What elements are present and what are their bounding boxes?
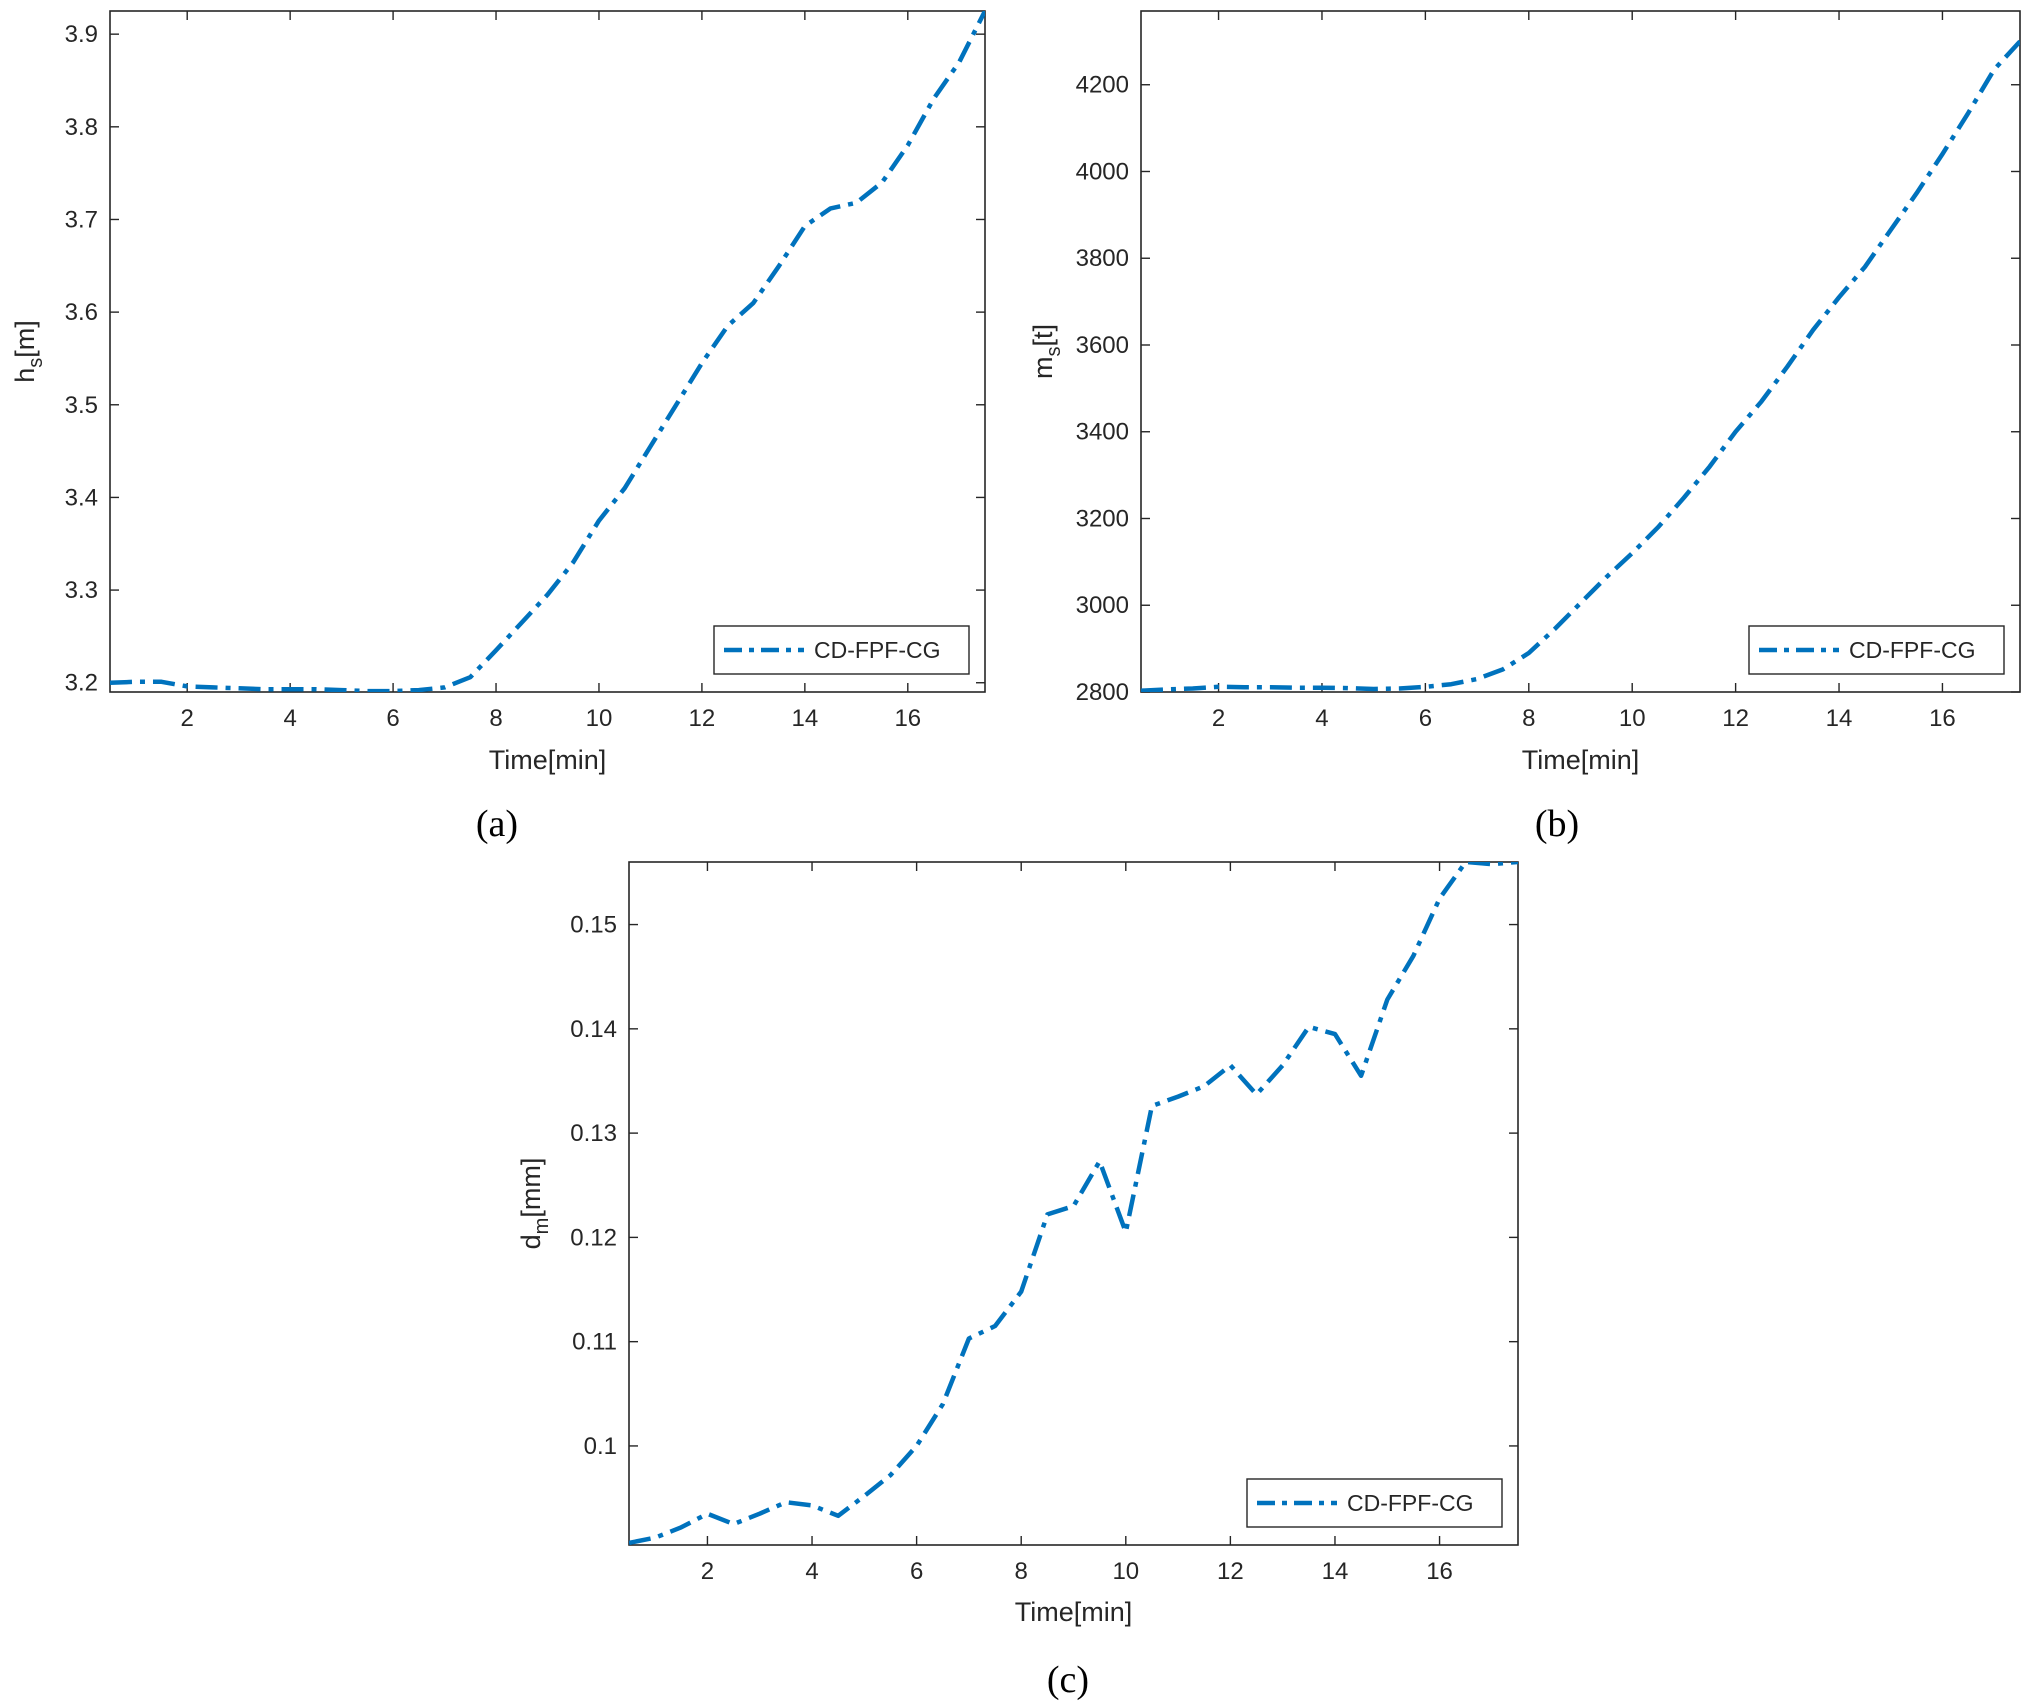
y-tick-label: 0.15 — [570, 912, 617, 939]
y-axis-label-base: d — [516, 1234, 546, 1249]
y-axis-label-subscript: s — [25, 358, 47, 368]
panel-b-caption: (b) — [1535, 803, 1579, 845]
y-tick-label: 0.12 — [570, 1224, 617, 1251]
x-tick-label: 16 — [894, 705, 921, 732]
y-tick-label: 4000 — [1076, 158, 1129, 185]
y-axis-label-unit: [m] — [10, 320, 40, 358]
x-tick-label: 10 — [586, 705, 613, 732]
y-axis-label-base: m — [1028, 357, 1058, 380]
plot-area-a — [109, 10, 986, 693]
chart-panel-a: 2 4 6 8 10 12 14 16 3.2 3.3 3.4 3.5 3.6 3.7 3.8 3.9 Time… — [10, 10, 986, 775]
x-axis-label: Time[min] — [1015, 1597, 1133, 1627]
y-axis-label-unit: [mm] — [516, 1158, 546, 1218]
legend-box — [1246, 1478, 1503, 1528]
y-tick-label: 3.7 — [65, 206, 98, 233]
panel-a-caption: (a) — [476, 803, 518, 845]
x-tick-label: 10 — [1619, 705, 1646, 732]
y-axis-label-unit: [t] — [1028, 324, 1058, 347]
x-tick-label: 12 — [689, 705, 716, 732]
y-tick-label: 3.2 — [65, 670, 98, 697]
y-axis-label-base: h — [10, 368, 40, 383]
y-tick-label: 3.5 — [65, 392, 98, 419]
legend-label: CD-FPF-CG — [814, 637, 940, 663]
x-tick-label: 6 — [910, 1558, 923, 1585]
chart-panel-c: 2 4 6 8 10 12 14 16 0.1 0.11 0.12 0.13 0.14 0.15 Time[… — [516, 861, 1519, 1627]
x-axis-label: Time[min] — [1522, 745, 1640, 775]
y-axis-label-subscript: s — [1043, 347, 1065, 357]
legend: CD-FPF-CG — [1246, 1478, 1503, 1528]
y-axis-label: dm[mm] — [516, 1158, 553, 1250]
legend-label: CD-FPF-CG — [1849, 637, 1975, 663]
x-tick-label: 10 — [1112, 1558, 1139, 1585]
x-tick-label: 14 — [792, 705, 819, 732]
y-tick-label: 3600 — [1076, 332, 1129, 359]
x-tick-label: 12 — [1722, 705, 1749, 732]
y-tick-label: 3.9 — [65, 21, 98, 48]
y-tick-label: 2800 — [1076, 679, 1129, 706]
y-tick-label: 3.4 — [65, 484, 98, 511]
x-tick-label: 16 — [1426, 1558, 1453, 1585]
x-tick-label: 4 — [1315, 705, 1328, 732]
x-tick-label: 8 — [1522, 705, 1535, 732]
series-line-cd-fpf-cg — [1141, 39, 2020, 692]
x-tick-label: 14 — [1322, 1558, 1349, 1585]
x-axis-label: Time[min] — [489, 745, 607, 775]
x-tick-label: 4 — [283, 705, 296, 732]
x-tick-label: 2 — [181, 705, 194, 732]
x-tick-label: 12 — [1217, 1558, 1244, 1585]
y-tick-label: 3.8 — [65, 114, 98, 141]
legend-box — [713, 625, 970, 675]
x-tick-label: 16 — [1929, 705, 1956, 732]
y-tick-label: 3.3 — [65, 577, 98, 604]
y-tick-label: 3000 — [1076, 592, 1129, 619]
x-tick-label: 6 — [1419, 705, 1432, 732]
y-axis-label: ms[t] — [1028, 324, 1065, 379]
legend-label: CD-FPF-CG — [1347, 1490, 1473, 1516]
x-tick-label: 4 — [805, 1558, 818, 1585]
y-tick-label: 0.1 — [584, 1433, 617, 1460]
y-tick-label: 0.11 — [572, 1329, 617, 1356]
y-tick-label: 3800 — [1076, 245, 1129, 272]
legend-box — [1748, 625, 2005, 675]
y-tick-label: 0.14 — [570, 1016, 617, 1043]
y-axis-label: hs[m] — [10, 320, 47, 383]
legend: CD-FPF-CG — [713, 625, 970, 675]
panel-c-caption: (c) — [1047, 1659, 1089, 1701]
x-tick-label: 8 — [489, 705, 502, 732]
x-tick-label: 2 — [1212, 705, 1225, 732]
y-tick-label: 3400 — [1076, 419, 1129, 446]
legend: CD-FPF-CG — [1748, 625, 2005, 675]
series-line-cd-fpf-cg — [629, 862, 1518, 1545]
x-tick-label: 14 — [1826, 705, 1853, 732]
plot-area-b — [1140, 10, 2021, 693]
y-tick-label: 3200 — [1076, 505, 1129, 532]
series-line-cd-fpf-cg — [110, 11, 985, 692]
y-tick-label: 0.13 — [570, 1120, 617, 1147]
x-tick-label: 2 — [701, 1558, 714, 1585]
y-axis-label-subscript: m — [531, 1218, 553, 1235]
x-tick-label: 6 — [386, 705, 399, 732]
x-tick-label: 8 — [1015, 1558, 1028, 1585]
y-tick-label: 4200 — [1076, 72, 1129, 99]
y-tick-label: 3.6 — [65, 299, 98, 326]
chart-panel-b: 2 4 6 8 10 12 14 16 2800 3000 3200 3400 3600 3800 4000… — [1028, 10, 2021, 775]
